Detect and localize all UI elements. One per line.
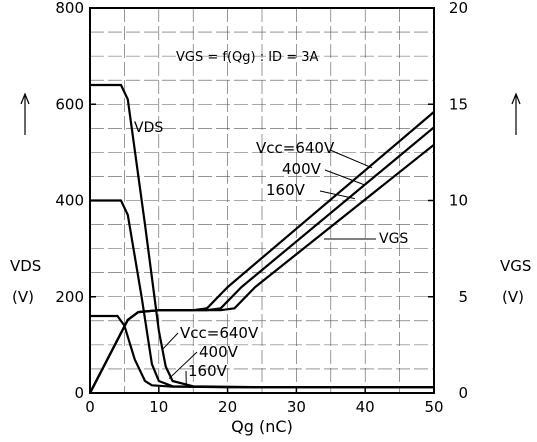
vds-160v-line — [90, 314, 434, 389]
y-right-axis-unit: (V) — [502, 288, 524, 306]
leader-line — [329, 149, 373, 169]
x-tick-label: 20 — [218, 398, 237, 416]
left-axis-arrowhead — [20, 92, 30, 105]
y-left-tick-label: 600 — [55, 95, 84, 113]
axes: 0 10 20 30 40 50 0 200 400 600 800 0 5 10 15 20 — [55, 0, 468, 416]
x-tick-label: 50 — [424, 398, 443, 416]
chart-annotation: VGS = f(Qg) : ID = 3A — [176, 50, 318, 65]
y-right-axis-label: VGS — [500, 257, 531, 275]
x-tick-label: 0 — [85, 398, 95, 416]
y-left-axis-unit: (V) — [12, 288, 34, 306]
y-left-tick-label: 200 — [55, 288, 84, 306]
y-right-tick-label: 15 — [449, 95, 468, 113]
y-right-tick-label: 20 — [449, 0, 468, 17]
leader-line — [319, 190, 355, 200]
y-left-tick-label: 800 — [55, 0, 84, 17]
vgs-label: VGS — [379, 231, 408, 247]
y-left-tick-label: 400 — [55, 192, 84, 210]
vgs-condition-label: 160V — [266, 181, 306, 199]
vds-label: VDS — [134, 120, 163, 136]
vgs-condition-label: 400V — [282, 160, 322, 178]
x-tick-label: 30 — [287, 398, 306, 416]
right-axis-arrowhead — [511, 92, 521, 105]
y-left-axis-label: VDS — [10, 257, 41, 275]
y-left-tick-label: 0 — [74, 384, 84, 402]
vds-condition-label: 160V — [188, 362, 228, 380]
vgs-160v-line — [89, 143, 435, 394]
x-axis-label: Qg (nC) — [231, 417, 293, 436]
x-tick-label: 40 — [356, 398, 375, 416]
y-right-tick-label: 0 — [458, 384, 468, 402]
x-tick-label: 10 — [149, 398, 168, 416]
leader-line — [161, 332, 179, 351]
y-right-tick-label: 10 — [449, 192, 468, 210]
y-right-tick-label: 5 — [458, 288, 468, 306]
leader-line — [324, 169, 366, 186]
leader-line — [168, 351, 198, 379]
vds-condition-label: Vcc=640V — [180, 324, 259, 342]
vgs-condition-label: Vcc=640V — [256, 139, 335, 157]
series — [89, 83, 435, 394]
vds-condition-label: 400V — [199, 343, 239, 361]
